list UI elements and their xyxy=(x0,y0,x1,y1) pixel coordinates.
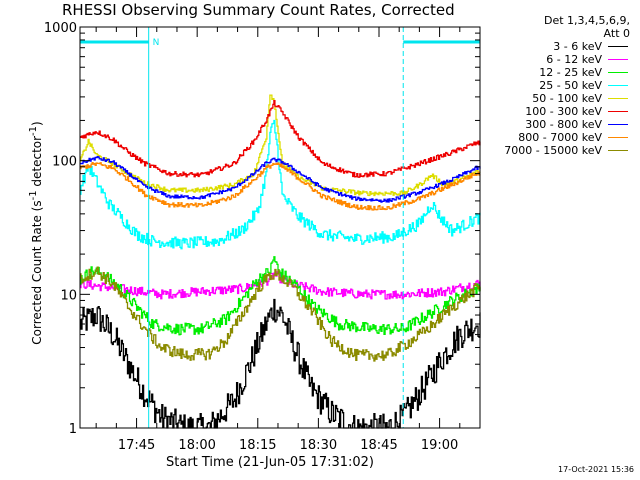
axes: 17:45 18:00 18:15 18:30 18:45 19:00 1 10 100 1000 xyxy=(44,21,481,453)
y-axis-title-exponent: -1 xyxy=(28,125,39,136)
legend-entry: 25 - 50 keV xyxy=(486,79,636,92)
legend-entry-swatch xyxy=(608,137,628,138)
y-axis-title-part: detector xyxy=(30,135,44,191)
series-line-300-800-kev xyxy=(80,156,481,203)
legend-entry-swatch xyxy=(608,111,628,112)
plot-frame xyxy=(79,26,481,429)
x-tick-label: 18:30 xyxy=(300,438,337,453)
series-line-6-12-kev xyxy=(80,271,481,300)
y-axis-title-exponent: -1 xyxy=(28,190,39,201)
legend-entry-label: 25 - 50 keV xyxy=(539,79,602,92)
series-line-100-300-kev xyxy=(80,100,481,178)
legend-entry: 50 - 100 keV xyxy=(486,92,636,105)
legend-entry-swatch xyxy=(608,124,628,125)
x-tick-label: 19:00 xyxy=(421,438,458,453)
legend-header-detectors: Det 1,3,4,5,6,9, xyxy=(543,14,630,27)
legend-entry-label: 6 - 12 keV xyxy=(546,53,602,66)
legend-entry: 3 - 6 keV xyxy=(486,40,636,53)
legend-entry: 6 - 12 keV xyxy=(486,53,636,66)
x-tick-label: 18:45 xyxy=(360,438,397,453)
chart-title: RHESSI Observing Summary Count Rates, Co… xyxy=(62,1,455,19)
legend-entry-label: 100 - 300 keV xyxy=(525,105,602,118)
legend: Det 1,3,4,5,6,9, Att 0 3 - 6 keV 6 - 12 k… xyxy=(486,14,636,157)
legend-entry-label: 50 - 100 keV xyxy=(532,92,602,105)
night-markers: N xyxy=(79,27,481,428)
legend-entries: 3 - 6 keV 6 - 12 keV 12 - 25 keV 25 - 50 ke… xyxy=(486,40,636,157)
series-line-800-7000-kev xyxy=(80,161,481,211)
series-line-7000-15000-kev xyxy=(80,266,481,362)
x-tick-label: 18:00 xyxy=(178,438,215,453)
legend-entry-label: 300 - 800 keV xyxy=(525,118,602,131)
legend-entry-swatch xyxy=(608,150,628,151)
legend-entry-swatch xyxy=(608,85,628,86)
y-axis-title-part: ) xyxy=(30,121,44,126)
series-line-25-50-kev xyxy=(80,119,481,250)
legend-entry-swatch xyxy=(608,72,628,73)
legend-entry: 100 - 300 keV xyxy=(486,105,636,118)
y-tick-label: 10 xyxy=(60,288,77,303)
legend-entry-swatch xyxy=(608,59,628,60)
y-tick-label: 100 xyxy=(52,155,77,170)
series-line-50-100-kev xyxy=(80,94,481,197)
timestamp: 17-Oct-2021 15:36 xyxy=(558,465,634,474)
legend-entry-label: 800 - 7000 keV xyxy=(518,131,602,144)
y-tick-label: 1000 xyxy=(44,21,77,36)
legend-entry-swatch xyxy=(608,46,628,47)
legend-entry-swatch xyxy=(608,98,628,99)
legend-header-attenuator: Att 0 xyxy=(603,27,630,40)
x-tick-label: 18:15 xyxy=(239,438,276,453)
legend-entry: 800 - 7000 keV xyxy=(486,131,636,144)
series-line-12-25-kev xyxy=(80,256,481,336)
legend-entry-label: 3 - 6 keV xyxy=(553,40,602,53)
legend-entry-label: 7000 - 15000 keV xyxy=(504,144,602,157)
series-line-3-6-kev xyxy=(80,298,481,429)
night-marker-label: N xyxy=(153,38,160,48)
y-axis-title: Corrected Count Rate (s-1 detector-1) xyxy=(28,121,44,344)
y-axis-title-part: Corrected Count Rate (s xyxy=(30,200,44,345)
legend-entry: 7000 - 15000 keV xyxy=(486,144,636,157)
series-layer xyxy=(80,94,481,429)
x-tick-label: 17:45 xyxy=(118,438,155,453)
x-axis-title: Start Time (21-Jun-05 17:31:02) xyxy=(166,455,374,470)
legend-entry: 300 - 800 keV xyxy=(486,118,636,131)
legend-entry-label: 12 - 25 keV xyxy=(539,66,602,79)
legend-entry: 12 - 25 keV xyxy=(486,66,636,79)
y-tick-label: 1 xyxy=(69,422,77,437)
